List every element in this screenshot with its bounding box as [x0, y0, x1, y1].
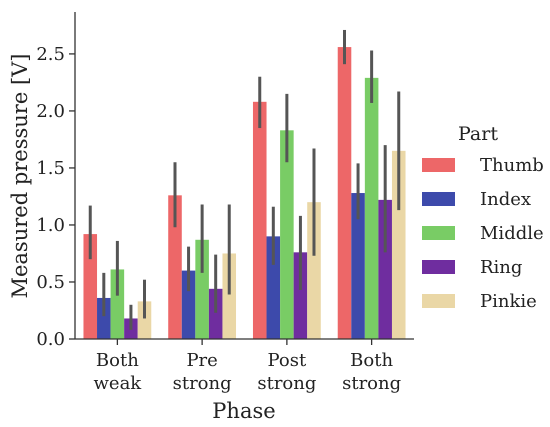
- bar-index-3: [351, 193, 365, 339]
- bar-middle-2: [280, 130, 294, 339]
- legend-label-pinkie: Pinkie: [480, 291, 537, 312]
- bar-index-1: [181, 270, 196, 339]
- legend-title: Part: [458, 123, 498, 145]
- x-tick-label: Both: [96, 350, 139, 371]
- legend-swatch-middle: [422, 226, 455, 240]
- x-axis-label: Phase: [212, 399, 275, 423]
- legend: Part Thumb Index Middle Ring Pinkie: [422, 123, 544, 312]
- bar-pinkie-1: [222, 253, 237, 339]
- bar-pinkie-3: [391, 150, 406, 339]
- y-axis-label: Measured pressure [V]: [8, 53, 32, 298]
- y-tick-label: 0.0: [36, 329, 65, 350]
- x-tick-label: strong: [173, 373, 232, 394]
- bar-ring-3: [378, 199, 392, 339]
- bar-ring-1: [208, 288, 223, 339]
- legend-swatch-thumb: [422, 158, 455, 172]
- x-tick-label: strong: [257, 373, 316, 394]
- y-tick-label: 1.0: [36, 215, 65, 236]
- bar-index-2: [266, 236, 281, 339]
- legend-label-thumb: Thumb: [480, 155, 544, 176]
- legend-label-middle: Middle: [480, 223, 544, 244]
- bar-middle-1: [195, 239, 209, 339]
- legend-swatch-index: [422, 192, 455, 206]
- x-tick-label: Both: [350, 350, 393, 371]
- y-tick-label: 2.0: [36, 101, 65, 122]
- x-tick-label: weak: [94, 373, 143, 394]
- x-tick-label: strong: [342, 373, 401, 394]
- y-tick-label: 0.5: [36, 272, 65, 293]
- legend-swatch-pinkie: [422, 294, 455, 308]
- bar-middle-0: [110, 269, 125, 339]
- x-tick-label: Pre: [186, 350, 217, 371]
- bar-ring-2: [293, 252, 308, 339]
- x-tick-label: Post: [268, 350, 307, 371]
- bar-thumb-2: [252, 101, 267, 339]
- bar-thumb-0: [83, 234, 98, 339]
- bar-thumb-1: [168, 195, 182, 339]
- legend-swatch-ring: [422, 260, 455, 274]
- y-tick-label: 1.5: [36, 158, 65, 179]
- legend-label-index: Index: [480, 189, 531, 210]
- bar-pinkie-2: [307, 202, 321, 339]
- bar-thumb-3: [337, 47, 352, 339]
- error-bars-layer: [88, 29, 401, 330]
- bar-pinkie-0: [137, 301, 152, 339]
- bars-layer: [83, 47, 406, 340]
- bar-index-0: [97, 297, 111, 339]
- bar-middle-3: [364, 77, 379, 340]
- legend-label-ring: Ring: [480, 257, 522, 278]
- y-tick-label: 2.5: [36, 44, 65, 65]
- y-ticks: 0.0 0.5 1.0 1.5 2.0 2.5: [36, 44, 75, 350]
